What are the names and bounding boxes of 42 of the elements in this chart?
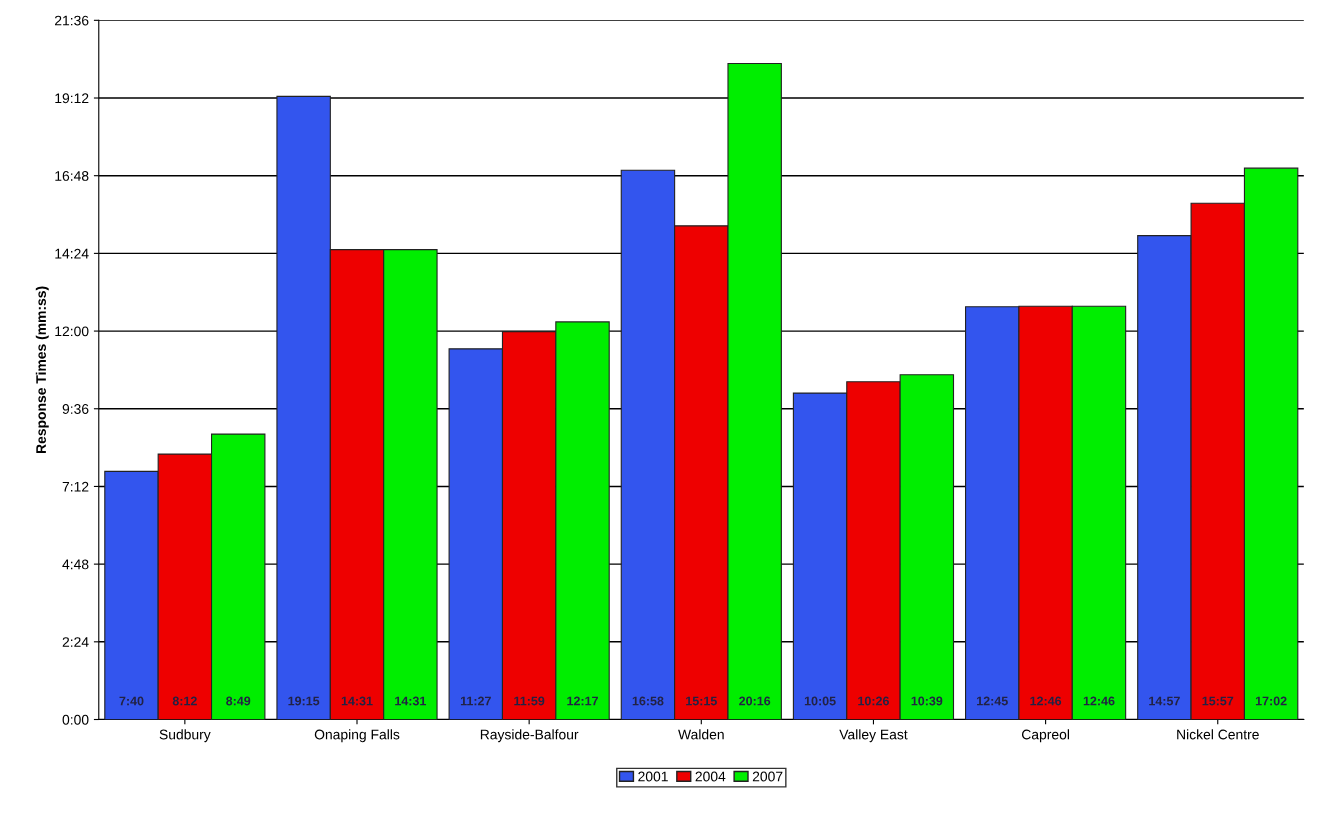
x-tick-label: Rayside-Balfour [480, 729, 579, 743]
y-tick-label: 4:48 [62, 559, 89, 570]
y-tick-label: 19:12 [55, 93, 89, 104]
data-label: 11:59 [514, 696, 545, 706]
y-axis-title: Response Times (mm:ss) [35, 286, 49, 453]
x-tick-label: Valley East [839, 729, 908, 743]
data-label: 20:16 [739, 696, 771, 706]
y-tick-label: 16:48 [55, 171, 89, 181]
legend-label: 2001 [638, 771, 668, 782]
y-tick-label: 7:12 [62, 481, 89, 492]
legend-label: 2007 [752, 771, 783, 782]
data-label: 12:46 [1030, 696, 1062, 706]
data-label: 12:17 [567, 696, 598, 706]
legend-label: 2004 [695, 771, 726, 782]
data-label: 14:31 [395, 696, 427, 706]
y-tick-label: 9:36 [62, 404, 89, 414]
x-tick-label: Nickel Centre [1177, 729, 1259, 740]
y-tick-label: 12:00 [55, 326, 89, 337]
data-label: 12:46 [1083, 696, 1115, 706]
x-tick-label: Walden [678, 729, 724, 740]
y-tick-label: 0:00 [62, 714, 89, 725]
data-label: 14:57 [1149, 696, 1180, 706]
y-tick-label: 2:24 [62, 637, 89, 647]
data-label: 19:15 [288, 696, 320, 706]
data-label: 15:57 [1202, 696, 1234, 706]
data-label: 14:31 [341, 696, 373, 706]
data-label: 7:40 [119, 696, 144, 706]
y-tick-label: 14:24 [55, 248, 89, 259]
data-label: 15:15 [686, 696, 717, 706]
data-label: 16:58 [632, 696, 664, 706]
data-label: 8:49 [226, 696, 251, 706]
x-tick-label: Capreol [1021, 729, 1069, 743]
data-label: 10:26 [858, 696, 889, 706]
x-tick-label: Sudbury [159, 729, 211, 743]
y-tick-label: 21:36 [55, 15, 89, 26]
data-label: 10:05 [804, 696, 836, 706]
data-label: 10:39 [911, 696, 943, 706]
x-tick-label: Onaping Falls [314, 729, 400, 743]
data-label: 17:02 [1255, 696, 1287, 706]
data-label: 11:27 [460, 696, 491, 706]
data-label: 12:45 [977, 696, 1008, 706]
data-label: 8:12 [172, 696, 197, 706]
